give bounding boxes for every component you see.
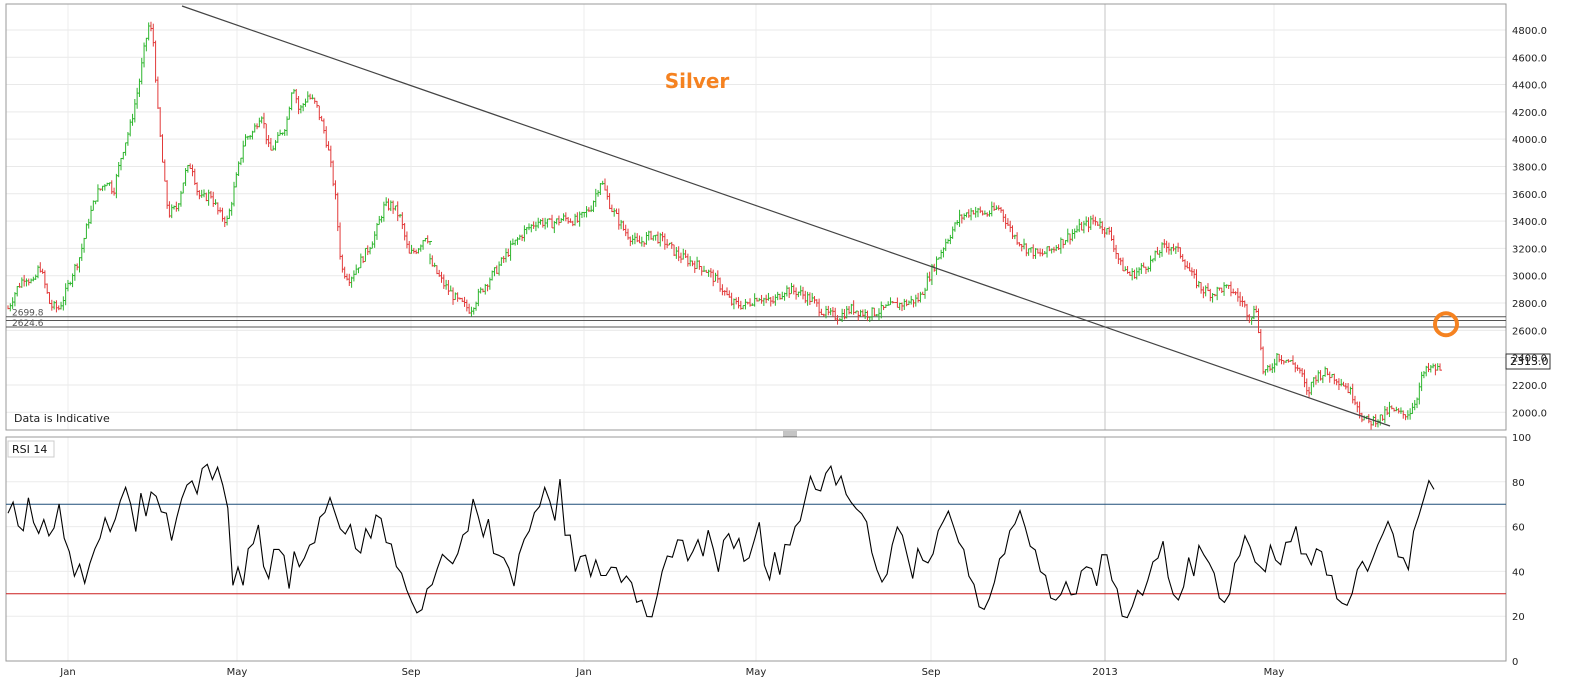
highlight-circle-marker	[1433, 311, 1459, 338]
price-tick-label: 2400.0	[1512, 354, 1547, 365]
rsi-plot-frame	[5, 436, 1507, 662]
rsi-title: RSI 14	[12, 443, 47, 456]
price-level-label: 2699.8	[12, 309, 44, 319]
rsi-label-box	[7, 440, 55, 458]
date-tick-label: Jan	[575, 667, 591, 678]
chart-title: Silver	[665, 69, 730, 93]
date-tick-label: 2013	[1092, 667, 1117, 678]
date-tick-label: Sep	[922, 667, 941, 678]
price-tick-label: 4600.0	[1512, 53, 1547, 64]
date-tick-label: May	[746, 667, 767, 678]
price-tick-label: 2800.0	[1512, 299, 1547, 310]
rsi-axis-tick-labels: 0 20 40 60 80 100	[1512, 433, 1531, 668]
rsi-tick-label: 60	[1512, 523, 1525, 534]
rsi-reference-lines	[6, 503, 1506, 595]
price-tick-label: 2200.0	[1512, 381, 1547, 392]
price-plot-frame	[5, 3, 1507, 431]
horizontal-price-levels	[6, 316, 1506, 328]
price-tick-label: 3800.0	[1512, 162, 1547, 173]
price-level-label: 2624.6	[12, 319, 44, 329]
rsi-tick-label: 20	[1512, 612, 1525, 623]
last-price-label: 2313.0	[1510, 355, 1549, 368]
data-note: Data is Indicative	[14, 412, 110, 425]
candlestick-series	[7, 21, 1442, 430]
rsi-tick-label: 40	[1512, 567, 1525, 578]
rsi-tick-label: 100	[1512, 433, 1531, 444]
price-tick-label: 3600.0	[1512, 190, 1547, 201]
price-tick-label: 2000.0	[1512, 408, 1547, 419]
date-axis-tick-labels: Jan May Sep Jan May Sep 2013 May	[59, 667, 1284, 678]
descending-trendline	[181, 5, 1391, 427]
price-tick-label: 4000.0	[1512, 135, 1547, 146]
date-tick-label: May	[227, 667, 248, 678]
price-tick-label: 3400.0	[1512, 217, 1547, 228]
date-tick-label: Jan	[59, 667, 75, 678]
last-price-tag: 2313.0	[1505, 353, 1551, 370]
price-tick-label: 3200.0	[1512, 244, 1547, 255]
price-axis-tick-labels: 2000.0 2200.0 2400.0 2600.0 2800.0 3000.0 3200…	[1512, 26, 1547, 419]
rsi-tick-label: 80	[1512, 478, 1525, 489]
price-tick-label: 2600.0	[1512, 326, 1547, 337]
price-grid	[6, 4, 1506, 430]
rsi-tick-label: 0	[1512, 657, 1518, 668]
price-tick-label: 4200.0	[1512, 108, 1547, 119]
date-tick-label: Sep	[402, 667, 421, 678]
price-tick-label: 4800.0	[1512, 26, 1547, 37]
pane-resize-handle[interactable]	[783, 431, 797, 437]
price-tick-label: 3000.0	[1512, 272, 1547, 283]
price-tick-label: 4400.0	[1512, 81, 1547, 92]
rsi-line	[7, 463, 1435, 619]
date-tick-label: May	[1264, 667, 1285, 678]
